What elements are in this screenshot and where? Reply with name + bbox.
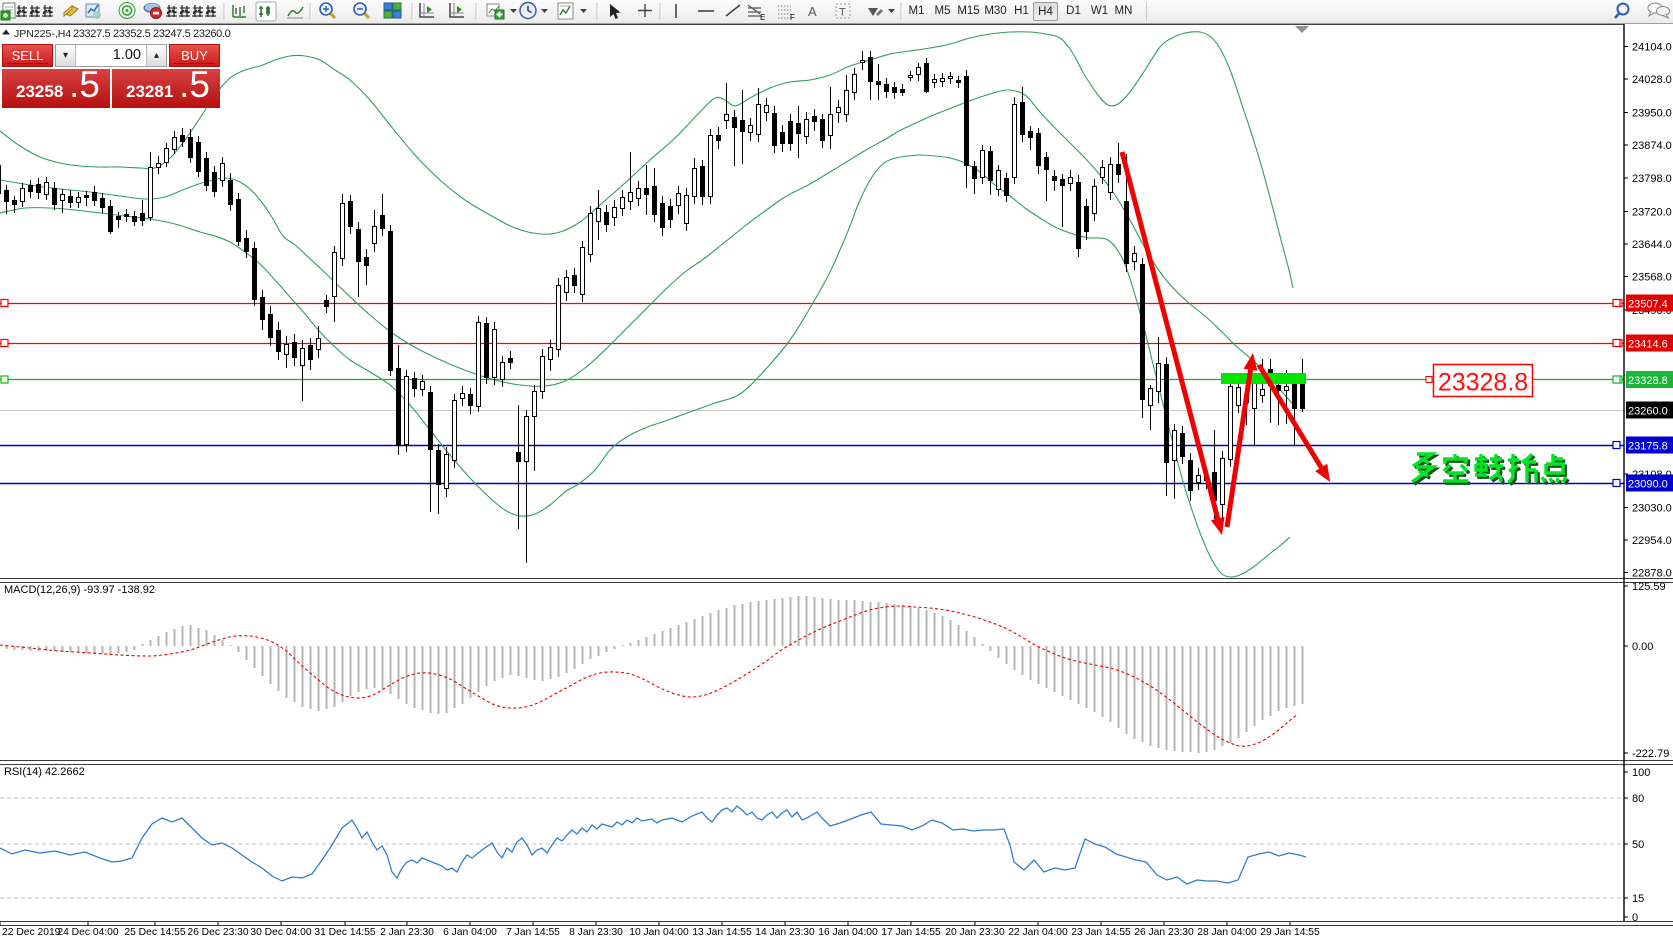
svg-text:23798.0: 23798.0 xyxy=(1632,173,1672,185)
svg-text:24028.0: 24028.0 xyxy=(1632,74,1672,86)
svg-text:23090.0: 23090.0 xyxy=(1628,479,1668,491)
svg-text:22 Jan 04:00: 22 Jan 04:00 xyxy=(1008,927,1068,938)
svg-text:23568.0: 23568.0 xyxy=(1632,272,1672,284)
svg-text:24104.0: 24104.0 xyxy=(1632,42,1672,54)
svg-text:T: T xyxy=(839,7,846,19)
svg-text:23 Jan 14:55: 23 Jan 14:55 xyxy=(1071,927,1131,938)
svg-text:14 Jan 23:30: 14 Jan 23:30 xyxy=(755,927,815,938)
svg-text:22 Dec 2019: 22 Dec 2019 xyxy=(2,927,61,938)
svg-text:23260.0: 23260.0 xyxy=(1628,406,1668,418)
svg-text:-222.79: -222.79 xyxy=(1632,748,1669,760)
svg-text:23507.4: 23507.4 xyxy=(1628,299,1668,311)
svg-text:F: F xyxy=(790,13,795,22)
svg-text:31 Dec 14:55: 31 Dec 14:55 xyxy=(314,927,376,938)
svg-text:20 Jan 23:30: 20 Jan 23:30 xyxy=(945,927,1005,938)
svg-text:MACD(12,26,9) -93.97 -138.92: MACD(12,26,9) -93.97 -138.92 xyxy=(4,584,155,596)
svg-text:0.00: 0.00 xyxy=(1632,641,1653,653)
svg-text:23328.8: 23328.8 xyxy=(1438,369,1528,397)
svg-text:28 Jan 04:00: 28 Jan 04:00 xyxy=(1197,927,1257,938)
svg-text:10 Jan 04:00: 10 Jan 04:00 xyxy=(629,927,689,938)
svg-text:50: 50 xyxy=(1632,839,1644,851)
svg-text:23874.0: 23874.0 xyxy=(1632,140,1672,152)
svg-text:23720.0: 23720.0 xyxy=(1632,207,1672,219)
svg-text:26 Jan 23:30: 26 Jan 23:30 xyxy=(1134,927,1194,938)
svg-text:6 Jan 04:00: 6 Jan 04:00 xyxy=(443,927,497,938)
svg-text:7 Jan 14:55: 7 Jan 14:55 xyxy=(506,927,560,938)
svg-text:29 Jan 14:55: 29 Jan 14:55 xyxy=(1260,927,1320,938)
svg-text:15: 15 xyxy=(1632,893,1644,905)
svg-text:17 Jan 14:55: 17 Jan 14:55 xyxy=(881,927,941,938)
svg-text:80: 80 xyxy=(1632,793,1644,805)
svg-text:22878.0: 22878.0 xyxy=(1632,568,1672,580)
svg-text:30 Dec 04:00: 30 Dec 04:00 xyxy=(250,927,312,938)
svg-text:JPN225-,H4: JPN225-,H4 xyxy=(14,28,71,40)
svg-text:23327.5 23352.5 23247.5 23260.: 23327.5 23352.5 23247.5 23260.0 xyxy=(73,28,231,40)
svg-text:0: 0 xyxy=(1632,912,1638,924)
svg-text:24 Dec 04:00: 24 Dec 04:00 xyxy=(57,927,119,938)
svg-text:16 Jan 04:00: 16 Jan 04:00 xyxy=(818,927,878,938)
svg-text:23950.0: 23950.0 xyxy=(1632,108,1672,120)
svg-text:A: A xyxy=(808,4,817,19)
svg-text:8 Jan 23:30: 8 Jan 23:30 xyxy=(569,927,623,938)
svg-text:E: E xyxy=(760,13,765,22)
svg-text:26 Dec 23:30: 26 Dec 23:30 xyxy=(187,927,249,938)
svg-text:22954.0: 22954.0 xyxy=(1632,535,1672,547)
svg-text:23644.0: 23644.0 xyxy=(1632,239,1672,251)
svg-text:23328.8: 23328.8 xyxy=(1628,375,1668,387)
svg-text:23175.8: 23175.8 xyxy=(1628,441,1668,453)
svg-text:RSI(14) 42.2662: RSI(14) 42.2662 xyxy=(4,766,85,778)
svg-text:125.59: 125.59 xyxy=(1632,581,1666,593)
svg-text:13 Jan 14:55: 13 Jan 14:55 xyxy=(692,927,752,938)
svg-text:23414.6: 23414.6 xyxy=(1628,339,1668,351)
svg-text:25 Dec 14:55: 25 Dec 14:55 xyxy=(124,927,186,938)
svg-text:100: 100 xyxy=(1632,767,1650,779)
svg-text:2 Jan 23:30: 2 Jan 23:30 xyxy=(380,927,434,938)
svg-text:23030.0: 23030.0 xyxy=(1632,503,1672,515)
